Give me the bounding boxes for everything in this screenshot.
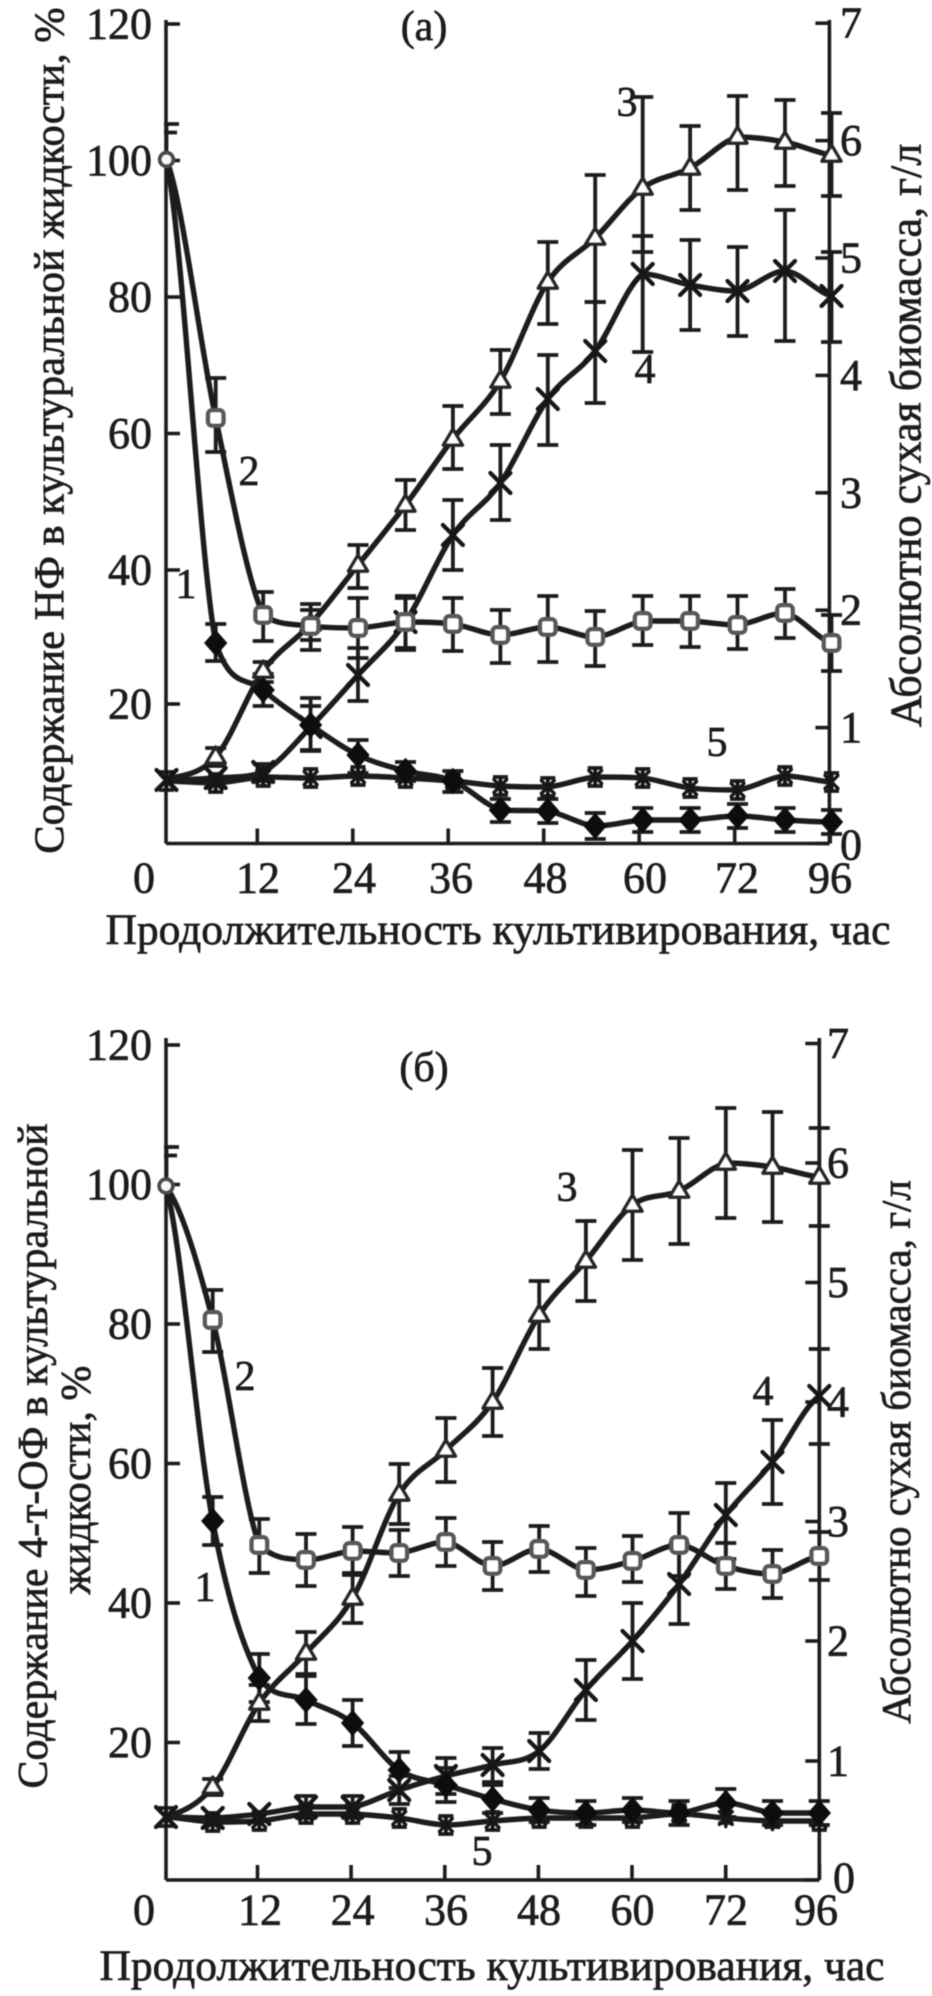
svg-text:48: 48 <box>517 1886 561 1935</box>
svg-text:3: 3 <box>827 1497 849 1546</box>
svg-text:Абсолютно сухая биомасса, г/л: Абсолютно сухая биомасса, г/л <box>873 1180 919 1724</box>
svg-text:3: 3 <box>557 1165 578 1211</box>
svg-text:Содержание 4-т-ОФ в культураль: Содержание 4-т-ОФ в культуральной <box>11 1123 57 1788</box>
svg-text:4: 4 <box>840 351 862 400</box>
svg-text:(б): (б) <box>399 1045 448 1091</box>
svg-text:40: 40 <box>108 546 152 595</box>
svg-text:2: 2 <box>239 449 260 495</box>
svg-text:5: 5 <box>707 720 728 766</box>
svg-text:72: 72 <box>715 854 759 903</box>
svg-text:7: 7 <box>840 0 862 48</box>
svg-text:1: 1 <box>195 1565 216 1611</box>
svg-text:80: 80 <box>108 273 152 322</box>
svg-text:Абсолютно сухая биомасса, г/л: Абсолютно сухая биомасса, г/л <box>882 144 931 728</box>
svg-text:12: 12 <box>236 854 280 903</box>
svg-text:0: 0 <box>133 854 155 903</box>
svg-text:100: 100 <box>86 136 152 185</box>
svg-text:36: 36 <box>429 854 473 903</box>
svg-text:96: 96 <box>794 1886 838 1935</box>
svg-text:жидкости, %: жидкости, % <box>54 1366 100 1596</box>
svg-text:4: 4 <box>635 347 656 393</box>
svg-text:120: 120 <box>86 0 152 49</box>
svg-text:2: 2 <box>840 586 862 635</box>
svg-text:72: 72 <box>704 1886 748 1935</box>
svg-text:0: 0 <box>133 1886 155 1935</box>
svg-text:96: 96 <box>808 854 852 903</box>
svg-text:2: 2 <box>827 1617 849 1666</box>
svg-text:100: 100 <box>86 1160 152 1209</box>
svg-text:2: 2 <box>235 1354 256 1400</box>
svg-text:20: 20 <box>108 680 152 729</box>
svg-text:Продолжительность культивирова: Продолжительность культивирования, час <box>106 906 891 954</box>
svg-text:1: 1 <box>840 703 862 752</box>
svg-text:60: 60 <box>623 854 667 903</box>
svg-text:60: 60 <box>108 1439 152 1488</box>
svg-text:6: 6 <box>840 116 862 165</box>
svg-text:7: 7 <box>827 1019 849 1068</box>
svg-text:6: 6 <box>827 1139 849 1188</box>
svg-text:24: 24 <box>332 854 376 903</box>
svg-text:Содержание НФ в культуральной: Содержание НФ в культуральной жидкости, … <box>27 7 74 853</box>
svg-text:48: 48 <box>524 854 568 903</box>
svg-text:24: 24 <box>331 1886 375 1935</box>
svg-text:5: 5 <box>840 234 862 283</box>
svg-text:Продолжительность культивирова: Продолжительность культивирования, час <box>100 1942 885 1990</box>
svg-text:4: 4 <box>827 1378 849 1427</box>
svg-text:4: 4 <box>753 1369 774 1415</box>
svg-text:60: 60 <box>611 1886 655 1935</box>
svg-text:1: 1 <box>176 562 197 608</box>
svg-text:5: 5 <box>472 1829 493 1875</box>
svg-text:(а): (а) <box>401 4 448 50</box>
svg-text:120: 120 <box>86 1021 152 1070</box>
svg-text:20: 20 <box>108 1718 152 1767</box>
svg-text:0: 0 <box>833 1854 855 1903</box>
svg-text:12: 12 <box>238 1886 282 1935</box>
svg-text:1: 1 <box>827 1737 849 1786</box>
svg-text:40: 40 <box>108 1579 152 1628</box>
svg-text:3: 3 <box>617 80 638 126</box>
svg-text:0: 0 <box>840 821 862 870</box>
svg-text:36: 36 <box>424 1886 468 1935</box>
svg-text:60: 60 <box>108 409 152 458</box>
svg-text:5: 5 <box>827 1258 849 1307</box>
svg-text:80: 80 <box>108 1300 152 1349</box>
svg-text:3: 3 <box>840 468 862 517</box>
